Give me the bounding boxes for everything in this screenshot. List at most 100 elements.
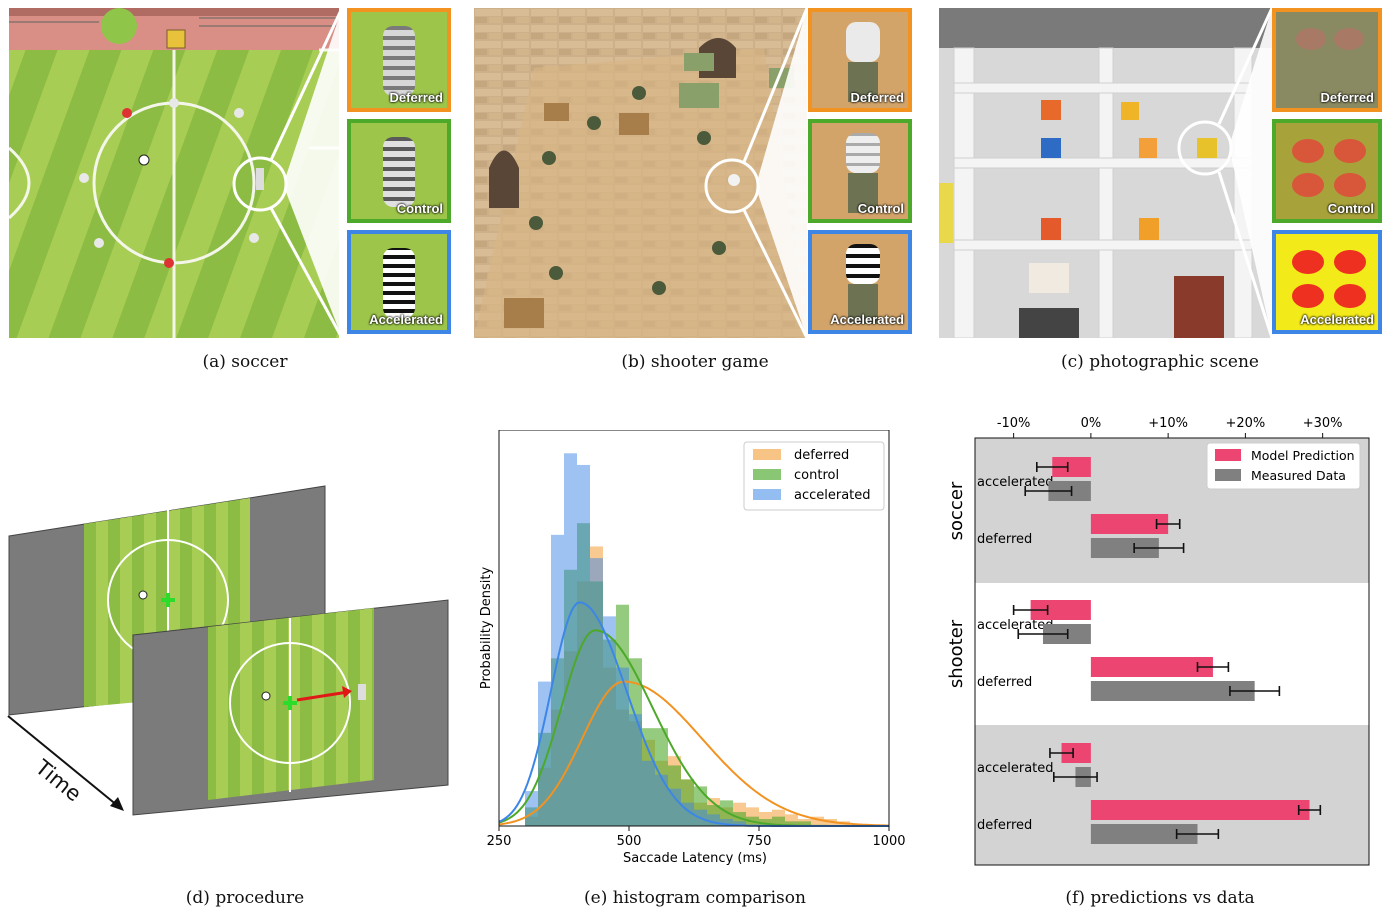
error-bar-measured: [1175, 829, 1220, 839]
bar-measured: [1090, 538, 1159, 558]
inset-label: Accelerated: [369, 312, 443, 327]
hist-bar-accelerated: [733, 821, 746, 826]
histogram-ylabel: Probability Density: [479, 567, 494, 690]
prediction-chart: -10% 0% +10% +20% +30% accelerated deferred ac…: [946, 416, 1370, 866]
hist-bar-accelerated: [616, 667, 629, 826]
shooter-scene: [474, 8, 809, 338]
panel-procedure: Time: [0, 470, 470, 830]
hist-bar-accelerated: [577, 464, 590, 826]
panel-photographic: Deferred Control Accelerated: [939, 8, 1382, 338]
bar-tick-label: 0%: [1081, 416, 1102, 431]
bar-measured: [1090, 681, 1255, 701]
inset-label: Control: [1327, 201, 1374, 216]
bar-prediction: [1061, 743, 1091, 763]
hist-tick-label: 750: [747, 834, 772, 849]
caption-e: (e) histogram comparison: [584, 888, 806, 908]
group-labels: soccer shooter: [946, 481, 967, 688]
hist-bar-control: [772, 816, 785, 826]
bar-prediction: [1090, 800, 1310, 820]
row-label-deferred: deferred: [977, 675, 1032, 690]
row-label-accelerated: accelerated: [977, 618, 1054, 633]
caption-c: (c) photographic scene: [1061, 352, 1259, 372]
bar-prediction: [1052, 457, 1091, 477]
hist-bar-accelerated: [629, 714, 642, 826]
bar-tick-label: +30%: [1303, 416, 1343, 431]
hist-bar-accelerated: [668, 788, 681, 826]
fit-curve-deferred: [498, 680, 890, 827]
hist-bar-accelerated: [655, 774, 668, 826]
bar-tick-label: +10%: [1148, 416, 1188, 431]
error-bar-prediction: [1155, 519, 1181, 529]
hist-bar-deferred: [811, 816, 824, 826]
inset-accelerated: Accelerated: [347, 230, 451, 334]
inset-deferred: Deferred: [808, 8, 912, 112]
hist-tick-label: 500: [617, 834, 642, 849]
hist-bar-accelerated: [538, 681, 551, 826]
error-bar-measured: [1024, 486, 1073, 496]
inset-control: Control: [347, 119, 451, 223]
hist-bar-accelerated: [551, 534, 564, 826]
hist-bar-control: [759, 819, 772, 826]
inset-label: Accelerated: [830, 312, 904, 327]
panel-predictions: -10% 0% +10% +20% +30% accelerated deferred ac…: [935, 405, 1389, 875]
histogram-xlabel: Saccade Latency (ms): [623, 851, 767, 866]
legend-control: control: [794, 468, 839, 483]
hist-bar-accelerated: [707, 814, 720, 826]
inset-label: Deferred: [389, 90, 443, 105]
caption-f: (f) predictions vs data: [1065, 888, 1255, 908]
inset-accelerated: Accelerated: [1272, 230, 1382, 334]
histogram-axes: [498, 430, 890, 827]
inset-control: Control: [1272, 119, 1382, 223]
time-label: Time: [30, 755, 86, 807]
hist-tick-label: 1000: [872, 834, 905, 849]
error-bar-prediction: [1297, 805, 1322, 815]
error-bar-measured: [1229, 686, 1281, 696]
error-bar-measured: [1017, 629, 1069, 639]
procedure-diagram: Time: [7, 485, 449, 816]
row-label-accelerated: accelerated: [977, 475, 1054, 490]
legend-prediction: Model Prediction: [1251, 448, 1355, 463]
inset-label: Deferred: [850, 90, 904, 105]
legend-swatch-accelerated: [753, 489, 781, 500]
error-bar-measured: [1053, 772, 1098, 782]
prediction-legend: Model Prediction Measured Data: [1206, 442, 1361, 490]
hist-tick-label: 250: [487, 834, 512, 849]
hist-bar-accelerated: [642, 760, 655, 826]
error-bar-prediction: [1049, 748, 1074, 758]
inset-label: Control: [396, 201, 443, 216]
row-label-deferred: deferred: [977, 532, 1032, 547]
legend-accelerated: accelerated: [794, 488, 871, 503]
panel-shooter: Deferred Control Accelerated: [474, 8, 917, 338]
shelf-scene: [939, 8, 1274, 338]
inset-label: Deferred: [1320, 90, 1374, 105]
legend-swatch-control: [753, 469, 781, 480]
error-bar-measured: [1133, 543, 1185, 553]
hist-bar-accelerated: [590, 558, 603, 826]
hist-bar-control: [798, 821, 811, 826]
bar-tick-label: +20%: [1225, 416, 1265, 431]
legend-swatch-measured: [1215, 469, 1241, 481]
bar-measured: [1090, 824, 1198, 844]
hist-bar-accelerated: [525, 791, 538, 826]
histogram-legend: deferred control accelerated: [743, 441, 885, 511]
bar-tick-label: -10%: [997, 416, 1031, 431]
bar-prediction: [1090, 657, 1213, 677]
panel-soccer: Deferred Control Accelerated: [9, 8, 451, 338]
histogram-chart: 250 500 750 1000 Saccade Latency (ms) Proba…: [479, 430, 906, 866]
hist-bar-accelerated: [564, 453, 577, 826]
legend-swatch-deferred: [753, 449, 781, 460]
soccer-scene: [9, 8, 344, 338]
group-label-soccer: soccer: [946, 481, 967, 540]
hist-bar-control: [785, 821, 798, 826]
caption-b: (b) shooter game: [621, 352, 769, 372]
row-label-deferred: deferred: [977, 818, 1032, 833]
inset-accelerated: Accelerated: [808, 230, 912, 334]
error-bar-prediction: [1012, 605, 1049, 615]
inset-deferred: Deferred: [347, 8, 451, 112]
prediction-axes: [974, 437, 1370, 866]
legend-deferred: deferred: [794, 448, 849, 463]
error-bar-prediction: [1036, 462, 1069, 472]
caption-d: (d) procedure: [185, 888, 305, 908]
legend-measured: Measured Data: [1251, 468, 1346, 483]
group-label-shooter: shooter: [946, 619, 967, 688]
